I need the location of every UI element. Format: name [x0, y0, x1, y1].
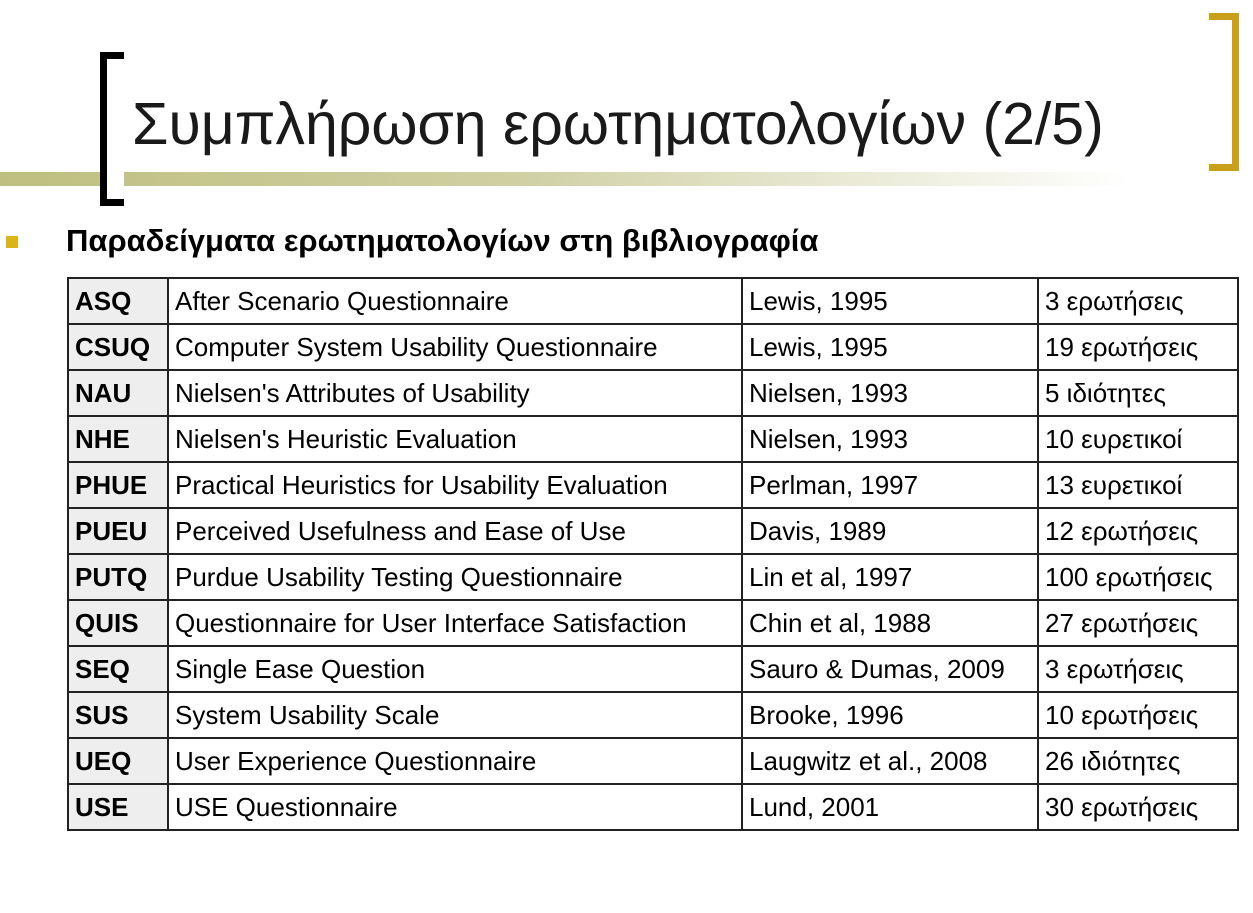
- questionnaire-name-cell: System Usability Scale: [167, 691, 743, 739]
- reference-cell: Nielsen, 1993: [741, 415, 1039, 463]
- questionnaire-name-cell: Single Ease Question: [167, 645, 743, 693]
- acronym-cell: PHUE: [67, 461, 169, 509]
- left-bracket-decoration: [100, 52, 124, 206]
- table-row: ASQ After Scenario Questionnaire Lewis, 19…: [67, 277, 1239, 325]
- reference-cell: Lewis, 1995: [741, 277, 1039, 325]
- acronym-cell: PUEU: [67, 507, 169, 555]
- questionnaire-name-cell: Practical Heuristics for Usability Evalu…: [167, 461, 743, 509]
- reference-cell: Nielsen, 1993: [741, 369, 1039, 417]
- acronym-cell: CSUQ: [67, 323, 169, 371]
- reference-cell: Perlman, 1997: [741, 461, 1039, 509]
- item-count-cell: 30 ερωτήσεις: [1037, 783, 1239, 831]
- acronym-cell: UEQ: [67, 737, 169, 785]
- item-count-cell: 100 ερωτήσεις: [1037, 553, 1239, 601]
- item-count-cell: 12 ερωτήσεις: [1037, 507, 1239, 555]
- acronym-cell: USE: [67, 783, 169, 831]
- item-count-cell: 3 ερωτήσεις: [1037, 277, 1239, 325]
- reference-cell: Brooke, 1996: [741, 691, 1039, 739]
- questionnaire-name-cell: Purdue Usability Testing Questionnaire: [167, 553, 743, 601]
- table-row: NAU Nielsen's Attributes of Usability Niel…: [67, 369, 1239, 417]
- questionnaire-table-body: ASQ After Scenario Questionnaire Lewis, 19…: [67, 277, 1239, 831]
- slide-subtitle: Παραδείγματα ερωτηματολογίων στη βιβλιογ…: [66, 223, 819, 258]
- right-bracket-decoration: [1209, 13, 1239, 171]
- item-count-cell: 26 ιδιότητες: [1037, 737, 1239, 785]
- item-count-cell: 5 ιδιότητες: [1037, 369, 1239, 417]
- table-row: UEQ User Experience Questionnaire Laugwitz…: [67, 737, 1239, 785]
- reference-cell: Lin et al, 1997: [741, 553, 1039, 601]
- questionnaire-name-cell: Computer System Usability Questionnaire: [167, 323, 743, 371]
- acronym-cell: SUS: [67, 691, 169, 739]
- acronym-cell: ASQ: [67, 277, 169, 325]
- questionnaire-name-cell: Nielsen's Attributes of Usability: [167, 369, 743, 417]
- item-count-cell: 10 ερωτήσεις: [1037, 691, 1239, 739]
- item-count-cell: 13 ευρετικοί: [1037, 461, 1239, 509]
- questionnaire-name-cell: Perceived Usefulness and Ease of Use: [167, 507, 743, 555]
- item-count-cell: 27 ερωτήσεις: [1037, 599, 1239, 647]
- table-row: QUIS Questionnaire for User Interface Sat…: [67, 599, 1239, 647]
- questionnaire-name-cell: After Scenario Questionnaire: [167, 277, 743, 325]
- questionnaire-table: ASQ After Scenario Questionnaire Lewis, 19…: [67, 277, 1239, 831]
- table-row: SEQ Single Ease Question Sauro & Dumas, 20…: [67, 645, 1239, 693]
- table-row: USE USE Questionnaire Lund, 2001 30 ερωτήσε…: [67, 783, 1239, 831]
- reference-cell: Laugwitz et al., 2008: [741, 737, 1039, 785]
- reference-cell: Chin et al, 1988: [741, 599, 1039, 647]
- questionnaire-name-cell: Nielsen's Heuristic Evaluation: [167, 415, 743, 463]
- reference-cell: Lund, 2001: [741, 783, 1039, 831]
- bullet-square-icon: [6, 236, 18, 248]
- questionnaire-name-cell: USE Questionnaire: [167, 783, 743, 831]
- item-count-cell: 19 ερωτήσεις: [1037, 323, 1239, 371]
- table-row: PHUE Practical Heuristics for Usability E…: [67, 461, 1239, 509]
- questionnaire-name-cell: User Experience Questionnaire: [167, 737, 743, 785]
- acronym-cell: SEQ: [67, 645, 169, 693]
- table-row: NHE Nielsen's Heuristic Evaluation Nielsen…: [67, 415, 1239, 463]
- acronym-cell: PUTQ: [67, 553, 169, 601]
- table-row: PUEU Perceived Usefulness and Ease of Use…: [67, 507, 1239, 555]
- table-row: CSUQ Computer System Usability Questionna…: [67, 323, 1239, 371]
- acronym-cell: QUIS: [67, 599, 169, 647]
- table-row: SUS System Usability Scale Brooke, 1996 10 …: [67, 691, 1239, 739]
- item-count-cell: 3 ερωτήσεις: [1037, 645, 1239, 693]
- item-count-cell: 10 ευρετικοί: [1037, 415, 1239, 463]
- table-row: PUTQ Purdue Usability Testing Questionnai…: [67, 553, 1239, 601]
- acronym-cell: NAU: [67, 369, 169, 417]
- questionnaire-name-cell: Questionnaire for User Interface Satisfa…: [167, 599, 743, 647]
- reference-cell: Davis, 1989: [741, 507, 1039, 555]
- reference-cell: Lewis, 1995: [741, 323, 1039, 371]
- title-accent-bar: [0, 172, 1130, 186]
- slide-title: Συμπλήρωση ερωτηματολογίων (2/5): [132, 91, 1104, 157]
- reference-cell: Sauro & Dumas, 2009: [741, 645, 1039, 693]
- acronym-cell: NHE: [67, 415, 169, 463]
